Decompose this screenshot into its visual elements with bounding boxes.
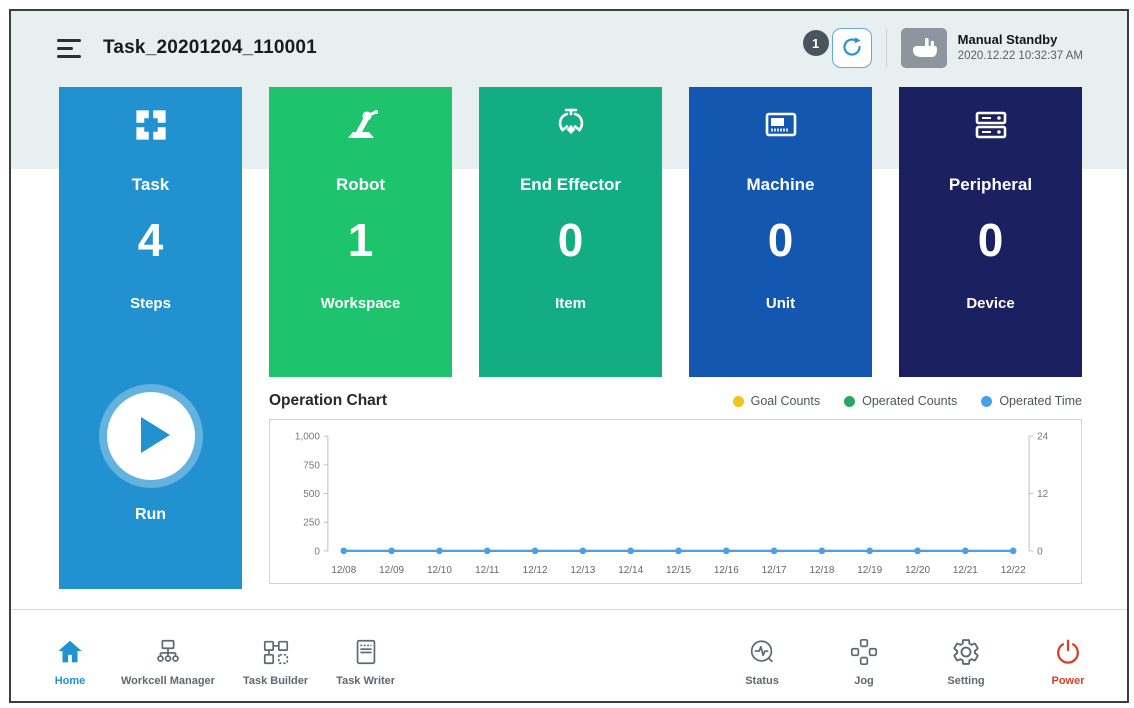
svg-text:12: 12 — [1037, 489, 1049, 500]
mode-status-block: Manual Standby 2020.12.22 10:32:37 AM — [958, 32, 1083, 64]
legend-operated-time: Operated Time — [981, 394, 1082, 408]
operation-chart-section: Operation Chart Goal Counts Operated Cou… — [269, 392, 1082, 584]
card-unit: Steps — [130, 295, 171, 312]
svg-text:12/12: 12/12 — [523, 565, 548, 576]
task-card[interactable]: Task 4 Steps Run — [59, 87, 242, 589]
play-icon — [107, 391, 195, 482]
home-icon — [55, 637, 85, 667]
timestamp: 2020.12.22 10:32:37 AM — [958, 49, 1083, 64]
svg-text:0: 0 — [1037, 546, 1043, 557]
header-divider — [886, 29, 887, 67]
svg-text:12/09: 12/09 — [379, 565, 404, 576]
svg-text:12/18: 12/18 — [809, 565, 834, 576]
card-value: 4 — [138, 217, 164, 263]
bottom-nav: Home — [11, 609, 1127, 701]
page-title: Task_20201204_110001 — [103, 37, 317, 59]
chart-header: Operation Chart Goal Counts Operated Cou… — [269, 392, 1082, 410]
hand-icon — [909, 34, 939, 63]
nav-workcell-manager[interactable]: Workcell Manager — [121, 625, 215, 687]
legend-operated-counts: Operated Counts — [844, 394, 957, 408]
machine-card[interactable]: Machine 0 Unit — [689, 87, 872, 377]
svg-text:12/17: 12/17 — [762, 565, 787, 576]
nav-task-builder[interactable]: Task Builder — [243, 625, 308, 687]
svg-text:250: 250 — [303, 518, 320, 529]
card-value: 0 — [978, 217, 1004, 263]
machine-icon — [761, 105, 801, 145]
card-title: Task — [132, 175, 170, 195]
svg-text:750: 750 — [303, 460, 320, 471]
card-title: Peripheral — [949, 175, 1032, 195]
operation-chart: 1,000 750 500 250 0 24 12 0 12/08 12/09 12/10 12/11… — [269, 419, 1082, 584]
svg-text:12/10: 12/10 — [427, 565, 452, 576]
svg-text:1,000: 1,000 — [295, 432, 320, 443]
card-title: Robot — [336, 175, 385, 195]
operated-time-dot — [981, 396, 992, 407]
task-icon — [133, 105, 169, 145]
chart-legend: Goal Counts Operated Counts Operated Tim… — [733, 394, 1082, 408]
run-button[interactable] — [107, 392, 195, 480]
nav-jog[interactable]: Jog — [841, 625, 887, 687]
card-unit: Device — [966, 295, 1014, 312]
svg-text:24: 24 — [1037, 432, 1049, 443]
card-unit: Unit — [766, 295, 795, 312]
svg-text:12/21: 12/21 — [953, 565, 978, 576]
svg-text:12/08: 12/08 — [331, 565, 356, 576]
svg-text:12/22: 12/22 — [1001, 565, 1026, 576]
card-title: Machine — [746, 175, 814, 195]
card-value: 0 — [558, 217, 584, 263]
header-right: 1 — [803, 28, 1083, 68]
mode-label: Manual Standby — [958, 32, 1083, 49]
app-window: Task_20201204_110001 1 — [9, 9, 1129, 703]
card-value: 0 — [768, 217, 794, 263]
manual-mode-button[interactable] — [901, 28, 947, 68]
robot-arm-icon — [341, 105, 381, 145]
nav-group-left: Home — [47, 625, 395, 687]
jog-dpad-icon — [849, 637, 879, 667]
card-unit: Workspace — [321, 295, 401, 312]
header-bar: Task_20201204_110001 1 — [11, 11, 1127, 81]
svg-text:12/16: 12/16 — [714, 565, 739, 576]
end-effector-card[interactable]: End Effector 0 Item — [479, 87, 662, 377]
nav-task-writer[interactable]: Task Writer — [336, 625, 395, 687]
nav-status[interactable]: Status — [739, 625, 785, 687]
svg-text:12/11: 12/11 — [475, 565, 500, 576]
card-value: 1 — [348, 217, 374, 263]
svg-text:12/20: 12/20 — [905, 565, 930, 576]
gear-icon — [951, 637, 981, 667]
nav-power[interactable]: Power — [1045, 625, 1091, 687]
app-frame: Task_20201204_110001 1 — [0, 0, 1134, 708]
circular-arrow-icon — [839, 34, 865, 63]
status-pulse-icon — [747, 637, 777, 667]
operation-chart-svg: 1,000 750 500 250 0 24 12 0 12/08 12/09 12/10 12/11… — [270, 420, 1081, 583]
legend-goal-counts: Goal Counts — [733, 394, 820, 408]
workcell-manager-icon — [153, 637, 183, 667]
hamburger-menu-icon[interactable] — [57, 39, 81, 58]
alarm-count-badge: 1 — [803, 30, 829, 56]
task-builder-icon — [261, 637, 291, 667]
power-icon — [1053, 637, 1083, 667]
server-stack-icon — [971, 105, 1011, 145]
nav-home[interactable]: Home — [47, 625, 93, 687]
operated-counts-dot — [844, 396, 855, 407]
svg-text:12/15: 12/15 — [666, 565, 691, 576]
peripheral-card[interactable]: Peripheral 0 Device — [899, 87, 1082, 377]
cycle-button[interactable] — [832, 28, 872, 68]
gripper-icon — [551, 105, 591, 145]
nav-group-right: Status Jog — [739, 625, 1091, 687]
chart-title: Operation Chart — [269, 392, 387, 410]
robot-card[interactable]: Robot 1 Workspace — [269, 87, 452, 377]
svg-text:500: 500 — [303, 489, 320, 500]
svg-text:12/19: 12/19 — [857, 565, 882, 576]
card-unit: Item — [555, 295, 586, 312]
svg-text:12/13: 12/13 — [570, 565, 595, 576]
goal-counts-dot — [733, 396, 744, 407]
run-label: Run — [135, 506, 166, 524]
nav-setting[interactable]: Setting — [943, 625, 989, 687]
svg-text:12/14: 12/14 — [618, 565, 643, 576]
task-writer-icon — [351, 637, 381, 667]
card-title: End Effector — [520, 175, 621, 195]
svg-text:0: 0 — [314, 546, 320, 557]
